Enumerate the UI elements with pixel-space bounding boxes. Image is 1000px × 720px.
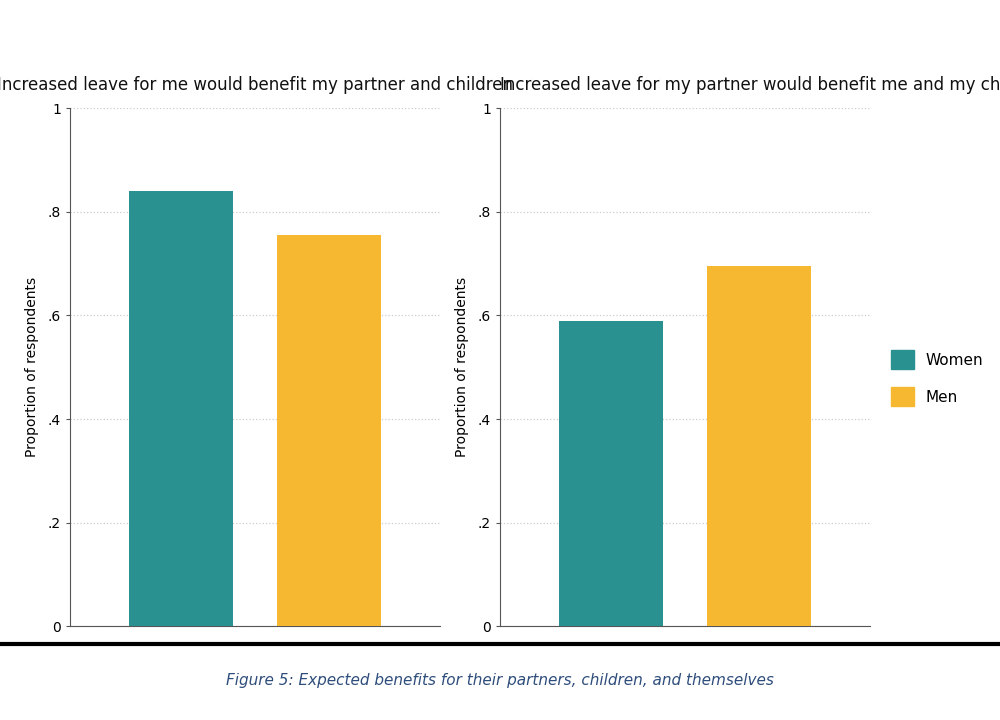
Bar [277, 235, 381, 626]
Y-axis label: Proportion of respondents: Proportion of respondents [455, 277, 469, 457]
Bar [707, 266, 811, 626]
Text: Increased leave for me would benefit my partner and children: Increased leave for me would benefit my … [0, 76, 513, 94]
Bar [129, 191, 233, 626]
Text: Increased leave for my partner would benefit me and my children: Increased leave for my partner would ben… [500, 76, 1000, 94]
Bar [559, 320, 663, 626]
Legend: Women, Men: Women, Men [888, 347, 987, 409]
Text: Figure 5: Expected benefits for their partners, children, and themselves: Figure 5: Expected benefits for their pa… [226, 673, 774, 688]
Y-axis label: Proportion of respondents: Proportion of respondents [25, 277, 39, 457]
